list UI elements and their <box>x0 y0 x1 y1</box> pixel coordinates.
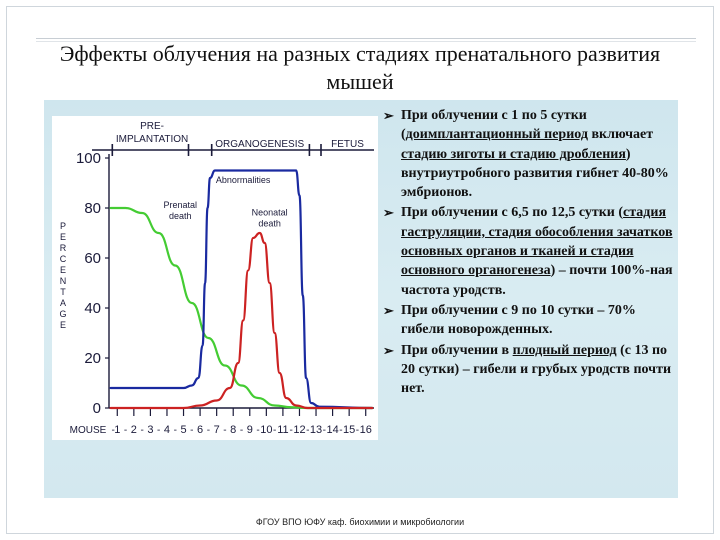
x-tick-label: 10 <box>260 424 272 436</box>
bullet-item: ➢ При облучении с 6,5 по 12,5 сутки (стад… <box>383 203 673 299</box>
bullet-text: ) внутриутробного развития гибнет 40-80%… <box>401 146 669 201</box>
y-axis-label-letter: C <box>60 254 67 264</box>
x-tick-label: 16 <box>360 424 372 436</box>
x-tick-separator: - <box>174 425 177 436</box>
bullet-arrow-icon: ➢ <box>383 342 394 358</box>
annotation-neonatal-death: Neonatal <box>252 208 288 218</box>
bullet-text: При облучении в <box>401 342 513 358</box>
x-tick-label: 9 <box>247 424 253 436</box>
x-tick-separator: - <box>111 425 114 436</box>
x-tick-separator: - <box>356 425 359 436</box>
x-tick-separator: - <box>339 425 342 436</box>
annotation-abnormalities: Abnormalities <box>216 175 271 185</box>
y-tick-label: 40 <box>84 300 101 317</box>
y-tick-label: 20 <box>84 350 101 367</box>
y-tick-label: 80 <box>84 200 101 217</box>
x-tick-label: 4 <box>164 424 170 436</box>
x-tick-label: 7 <box>214 424 220 436</box>
x-tick-separator: - <box>290 425 293 436</box>
x-tick-label: 13 <box>310 424 322 436</box>
bullet-list: ➢ При облучении с 1 по 5 сутки (доимплант… <box>383 106 673 399</box>
x-tick-separator: - <box>306 425 309 436</box>
series-line-neonatal-death <box>109 231 374 410</box>
x-tick-separator: - <box>207 425 210 436</box>
x-tick-separator: - <box>223 425 226 436</box>
bullet-item: ➢ При облучении с 9 по 10 сутки – 70% гиб… <box>383 301 673 340</box>
x-axis-label: MOUSE <box>70 425 107 436</box>
series-line-abnormalities <box>109 169 374 410</box>
stage-label-fetus: FETUS <box>331 139 364 150</box>
bullet-text: (с 13 по 20 сутки) – гибели и грубых уро… <box>401 342 672 397</box>
annotation-prenatal-death: Prenatal <box>163 200 197 210</box>
y-axis-label-letter: G <box>59 309 66 319</box>
bullet-item: ➢ При облучении в плодный период (с 13 по… <box>383 341 673 399</box>
bullet-arrow-icon: ➢ <box>383 108 394 123</box>
bullet-arrow-icon: ➢ <box>383 205 394 221</box>
y-axis-label-letter: E <box>60 232 66 242</box>
title-divider-secondary <box>36 41 696 42</box>
x-tick-label: 6 <box>197 424 203 436</box>
y-axis-label-letter: E <box>60 320 66 330</box>
x-tick-label: 1 <box>114 424 120 436</box>
stage-label-organogenesis: ORGANOGENESIS <box>215 139 304 150</box>
bullet-underlined-text: доимплантационный период <box>405 127 588 143</box>
x-tick-separator: - <box>240 425 243 436</box>
x-tick-separator: - <box>140 425 143 436</box>
x-tick-separator: - <box>190 425 193 436</box>
radiation-effects-chart: PRE- IMPLANTATION ORGANOGENESIS FETUS 0 20 40 6… <box>52 116 378 440</box>
x-tick-label: 5 <box>180 424 186 436</box>
bullet-text: ) – почти 100%-ная частота уродств. <box>401 263 673 298</box>
y-axis-label-letter: N <box>60 276 67 286</box>
x-tick-label: 14 <box>326 424 338 436</box>
series-line-prenatal-death <box>109 206 374 410</box>
x-tick-separator: - <box>323 425 326 436</box>
slide-title: Эффекты облучения на разных стадиях прен… <box>59 41 661 94</box>
bullet-text: При облучении с 9 по 10 сутки – 70% гибе… <box>401 302 636 338</box>
stage-label-preimplantation: PRE- <box>140 121 164 132</box>
y-tick-label: 0 <box>93 400 101 417</box>
footer-text: ФГОУ ВПО ЮФУ каф. биохимии и микробиолог… <box>255 517 465 527</box>
x-tick-label: 3 <box>147 424 153 436</box>
bullet-arrow-icon: ➢ <box>383 302 394 318</box>
chart-svg: PRE-IMPLANTATION ORGANOGENESIS FETUS020406… <box>59 121 374 436</box>
x-tick-label: 12 <box>293 424 305 436</box>
x-tick-separator: - <box>256 425 259 436</box>
y-axis-label-letter: R <box>60 243 67 253</box>
x-tick-label: 15 <box>343 424 355 436</box>
x-tick-label: 2 <box>131 424 137 436</box>
bullet-text: При облучении с 1 по 5 сутки ( <box>401 108 587 143</box>
bullet-text: При облучении с 6,5 по 12,5 сутки ( <box>401 205 624 221</box>
x-tick-separator: - <box>124 425 127 436</box>
bullet-underlined-text: стадия гаструляции, стадия обособления з… <box>401 205 673 279</box>
y-tick-label: 100 <box>76 150 101 167</box>
y-axis-label-letter: T <box>60 287 66 297</box>
y-tick-label: 60 <box>84 250 101 267</box>
title-divider <box>36 38 696 39</box>
bullet-item: ➢ При облучении с 1 по 5 сутки (доимплант… <box>383 106 673 202</box>
x-tick-label: 8 <box>230 424 236 436</box>
slide-frame <box>6 6 714 534</box>
x-tick-label: 11 <box>277 424 288 436</box>
y-axis-label-letter: P <box>60 221 66 231</box>
bullet-underlined-text: стадию зиготы и стадию дробления <box>401 146 626 162</box>
annotation-prenatal-death: death <box>169 211 192 221</box>
bullet-underlined-text: плодный период <box>512 342 617 358</box>
y-axis-label-letter: A <box>60 298 66 308</box>
bullet-text: включает <box>587 127 654 143</box>
y-axis-label-letter: E <box>60 265 66 275</box>
x-tick-separator: - <box>157 425 160 436</box>
annotation-neonatal-death: death <box>258 219 281 229</box>
stage-label-preimplantation: IMPLANTATION <box>116 134 188 145</box>
x-tick-separator: - <box>273 425 276 436</box>
